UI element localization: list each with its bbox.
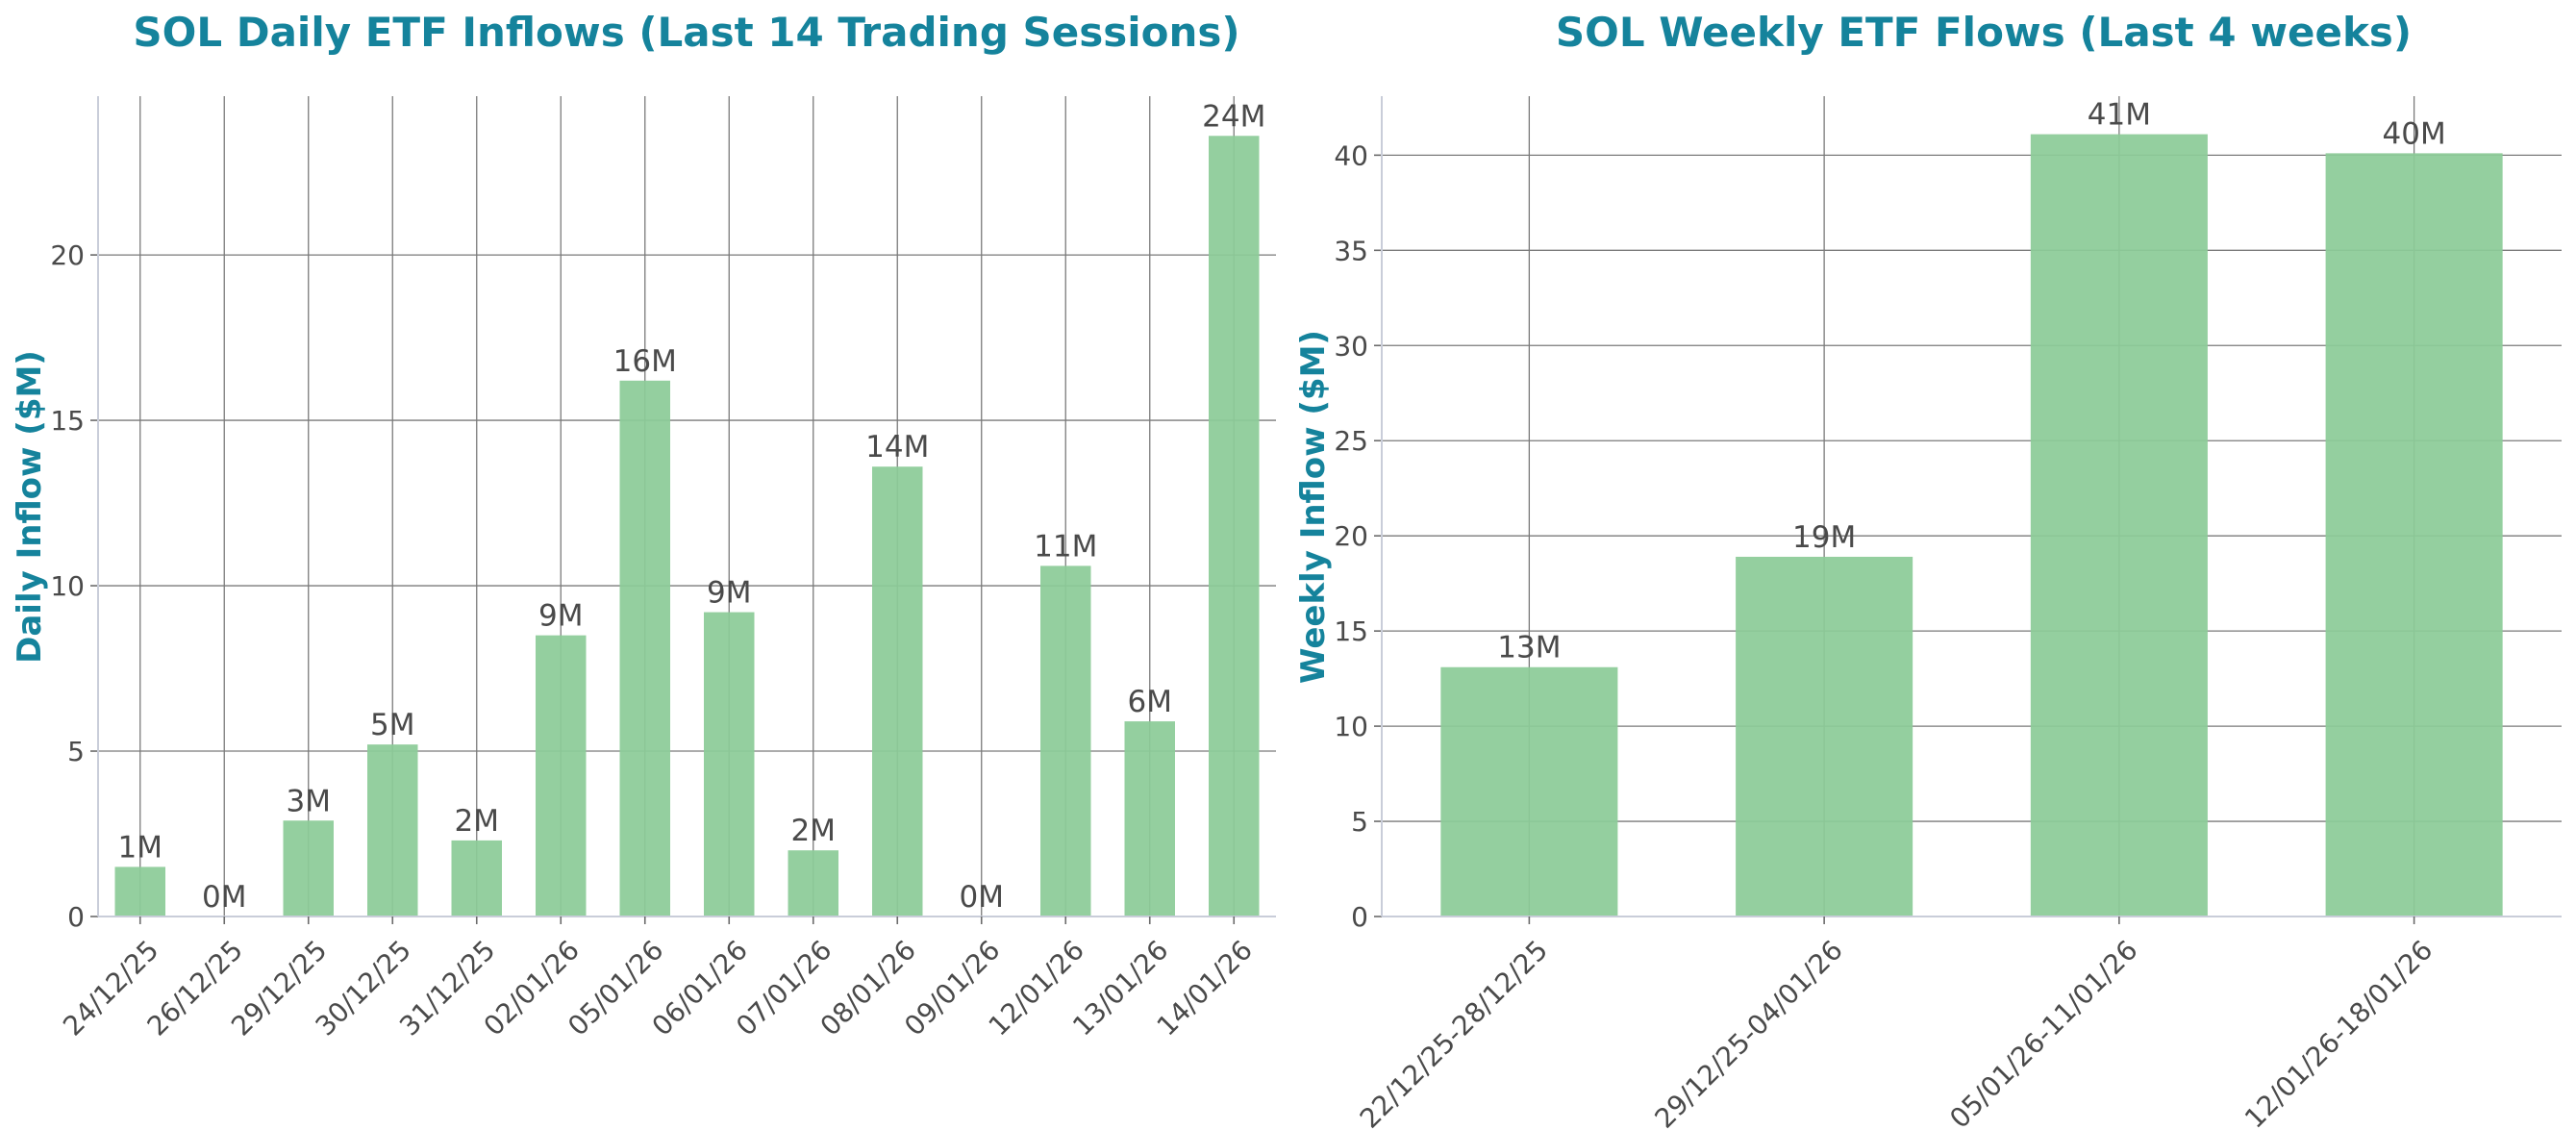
data-label: 9M: [538, 599, 583, 634]
y-tick-label: 20: [50, 239, 85, 271]
data-label: 19M: [1792, 520, 1856, 555]
data-label: 13M: [1497, 631, 1561, 665]
data-label: 0M: [202, 880, 246, 915]
x-tick-label: 05/01/26-11/01/26: [1943, 934, 2143, 1130]
y-tick-label: 10: [1334, 711, 1368, 742]
y-tick-label: 30: [1334, 330, 1368, 362]
chart-title: SOL Daily ETF Inflows (Last 14 Trading S…: [133, 9, 1239, 56]
chart-title: SOL Weekly ETF Flows (Last 4 weeks): [1556, 9, 2412, 56]
data-label: 0M: [960, 880, 1004, 915]
data-label: 9M: [707, 576, 751, 611]
y-tick-label: 40: [1334, 139, 1368, 171]
data-label: 11M: [1034, 529, 1097, 564]
bar: [114, 866, 165, 917]
bar: [619, 380, 670, 917]
data-label: 16M: [613, 344, 677, 379]
data-label: 24M: [1202, 99, 1265, 134]
y-tick-label: 5: [1351, 806, 1368, 838]
y-tick-label: 15: [1334, 615, 1368, 647]
data-label: 14M: [865, 430, 929, 465]
y-tick-label: 15: [50, 405, 85, 437]
bar: [788, 850, 838, 917]
daily-inflows-chart: SOL Daily ETF Inflows (Last 14 Trading S…: [11, 9, 1276, 1042]
y-axis-label: Daily Inflow ($M): [11, 350, 49, 664]
bar: [1440, 666, 1618, 917]
bar: [872, 466, 923, 917]
data-label: 1M: [118, 830, 163, 865]
bar: [283, 820, 334, 917]
y-tick-label: 0: [67, 901, 85, 933]
bar: [451, 840, 502, 917]
weekly-flows-chart: SOL Weekly ETF Flows (Last 4 weeks) Weekl…: [1294, 9, 2562, 1130]
data-label: 41M: [2088, 98, 2151, 133]
x-tick-label: 22/12/25-28/12/25: [1354, 934, 1554, 1130]
bar: [536, 635, 587, 917]
y-tick-label: 25: [1334, 425, 1368, 457]
bar: [704, 612, 755, 917]
y-tick-label: 20: [1334, 520, 1368, 552]
data-label: 5M: [370, 708, 414, 742]
data-label: 2M: [455, 804, 499, 839]
bar: [2325, 153, 2503, 917]
y-tick-label: 35: [1334, 235, 1368, 266]
bar: [1040, 565, 1091, 917]
data-label: 2M: [791, 814, 836, 848]
y-axis-label: Weekly Inflow ($M): [1294, 330, 1333, 684]
y-tick-label: 0: [1351, 901, 1368, 933]
data-label: 6M: [1128, 685, 1172, 719]
bar: [367, 744, 418, 917]
y-tick-label: 5: [67, 736, 85, 767]
y-tick-label: 10: [50, 570, 85, 602]
bar: [2030, 134, 2208, 917]
data-label: 3M: [287, 784, 331, 818]
bar: [1736, 556, 1913, 917]
x-tick-label: 12/01/26-18/01/26: [2238, 934, 2438, 1130]
bar: [1124, 721, 1175, 917]
data-label: 40M: [2383, 116, 2446, 151]
x-tick-label: 29/12/25-04/01/26: [1648, 934, 1848, 1130]
bar: [1209, 136, 1260, 917]
